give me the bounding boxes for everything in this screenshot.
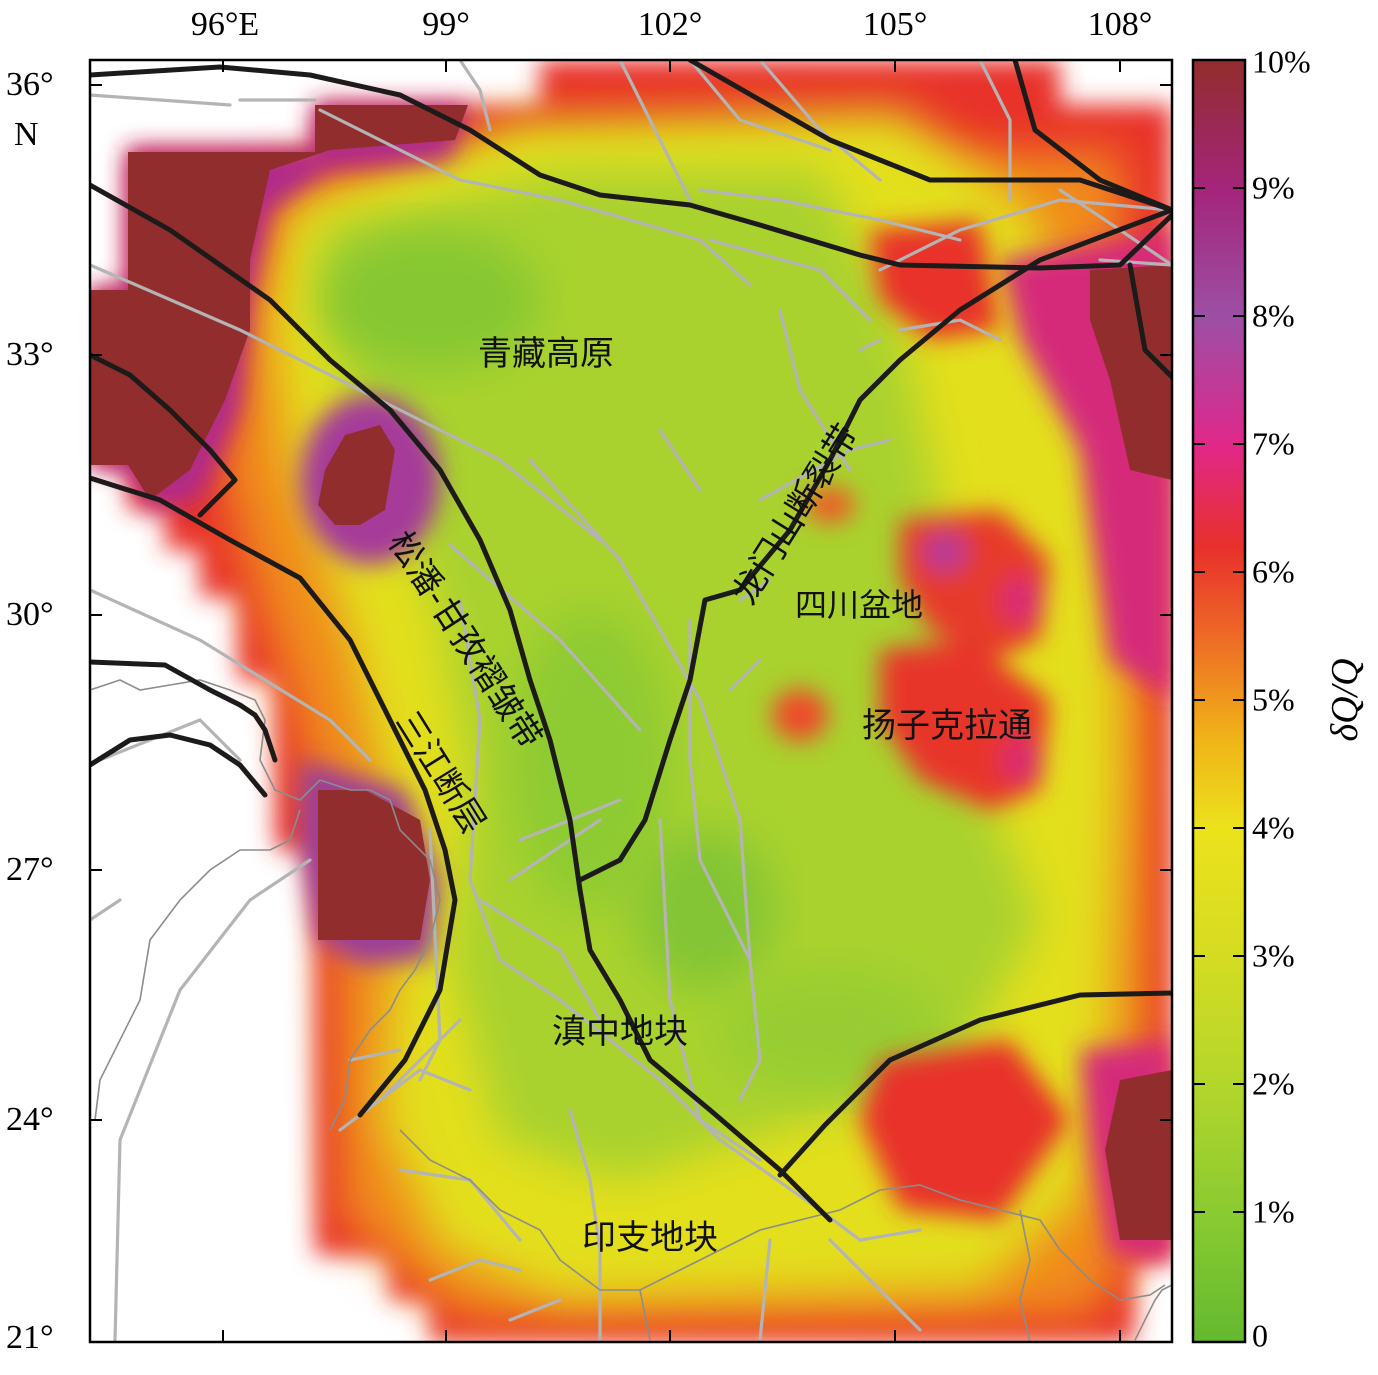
field-green-north [320, 230, 540, 370]
field-green-south [635, 830, 775, 990]
field-green-central [510, 610, 670, 910]
anomaly-field [90, 60, 1172, 1342]
lon-tick-102: 102° [637, 6, 703, 43]
major-faults [90, 60, 1172, 1223]
label-qingzang-plateau: 青藏高原 [478, 334, 614, 374]
field-green-light [320, 170, 1040, 1180]
colorbar-tick-3: 3% [1252, 937, 1295, 974]
colorbar-tick-2: 2% [1252, 1065, 1295, 1102]
map-ticks [90, 60, 1172, 1342]
colorbar-tick-10: 10% [1252, 43, 1311, 80]
colorbar-tick-1: 1% [1252, 1193, 1295, 1230]
coastline [1134, 1284, 1173, 1341]
lat-tick-33: 33° [6, 336, 54, 373]
colorbar-tick-0: 0 [1252, 1317, 1268, 1354]
colorbar-tick-7: 7% [1252, 425, 1295, 462]
lat-hemisphere-label: N [14, 116, 39, 153]
label-sichuan-basin: 四川盆地 [795, 586, 924, 624]
high-anomaly-west [90, 105, 470, 965]
lat-tick-30: 30° [6, 596, 54, 633]
lat-tick-36: 36° [6, 66, 54, 103]
colorbar-tick-5: 5% [1252, 681, 1295, 718]
high-anomaly-east [860, 220, 1172, 1260]
label-yinzhi-block: 印支地块 [582, 1218, 718, 1258]
lon-tick-108: 108° [1087, 6, 1153, 43]
label-yangtze-craton: 扬子克拉通 [862, 706, 1032, 746]
lat-tick-21: 21° [6, 1319, 54, 1356]
label-dianzhong-block: 滇中地块 [552, 1012, 688, 1052]
colorbar-tick-9: 9% [1252, 169, 1295, 206]
lon-tick-99: 99° [422, 6, 470, 43]
colorbar-tick-4: 4% [1252, 809, 1295, 846]
colorbar-title: δQ/Q [1324, 658, 1366, 742]
lon-tick-96: 96°E [190, 6, 260, 43]
lat-tick-27: 27° [6, 851, 54, 888]
borders [90, 679, 1166, 1342]
colorbar-tick-6: 6% [1252, 553, 1295, 590]
map-frame [88, 58, 1174, 1344]
lat-tick-24: 24° [6, 1101, 54, 1138]
minor-faults [90, 60, 1172, 1342]
lon-tick-105: 105° [862, 6, 928, 43]
colorbar-tick-8: 8% [1252, 297, 1295, 334]
yangtze-anomaly [772, 487, 1050, 810]
colorbar [1191, 58, 1247, 1344]
